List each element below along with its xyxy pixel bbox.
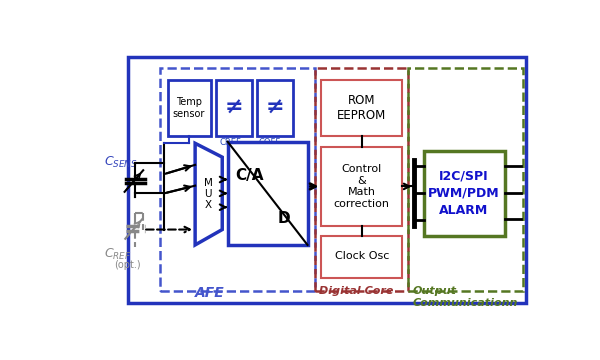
Text: ≠: ≠ — [266, 98, 284, 118]
Text: C/A: C/A — [235, 168, 263, 183]
Bar — [322, 147, 402, 226]
Text: Clock Osc: Clock Osc — [335, 252, 389, 261]
Text: Output
Communicationn: Output Communicationn — [412, 286, 517, 308]
Bar — [168, 80, 211, 136]
Bar — [257, 80, 293, 136]
Text: ≠: ≠ — [224, 98, 243, 118]
Text: COFF: COFF — [259, 138, 281, 147]
Text: $C_{SENS}$: $C_{SENS}$ — [104, 155, 138, 170]
Text: $C_{REF}$: $C_{REF}$ — [104, 247, 132, 262]
Bar — [216, 80, 252, 136]
Text: AFE: AFE — [195, 286, 225, 300]
Bar — [160, 68, 315, 291]
Text: Temp
sensor: Temp sensor — [173, 97, 205, 119]
Text: ROM
EEPROM: ROM EEPROM — [337, 94, 386, 122]
Text: M
U
X: M U X — [204, 178, 213, 210]
Bar — [322, 80, 402, 136]
Bar — [322, 236, 402, 278]
Bar — [424, 151, 505, 236]
Bar — [227, 142, 308, 245]
Bar — [315, 68, 408, 291]
Text: (opt.): (opt.) — [114, 260, 140, 270]
Text: Control
&
Math
correction: Control & Math correction — [334, 164, 390, 209]
Bar — [408, 68, 523, 291]
Text: D: D — [278, 211, 290, 226]
Text: CREF: CREF — [220, 138, 242, 147]
Text: Digital Core: Digital Core — [319, 286, 394, 296]
Bar — [128, 57, 526, 303]
Polygon shape — [195, 143, 222, 245]
Text: I2C/SPI
PWM/PDM
ALARM: I2C/SPI PWM/PDM ALARM — [428, 170, 500, 217]
